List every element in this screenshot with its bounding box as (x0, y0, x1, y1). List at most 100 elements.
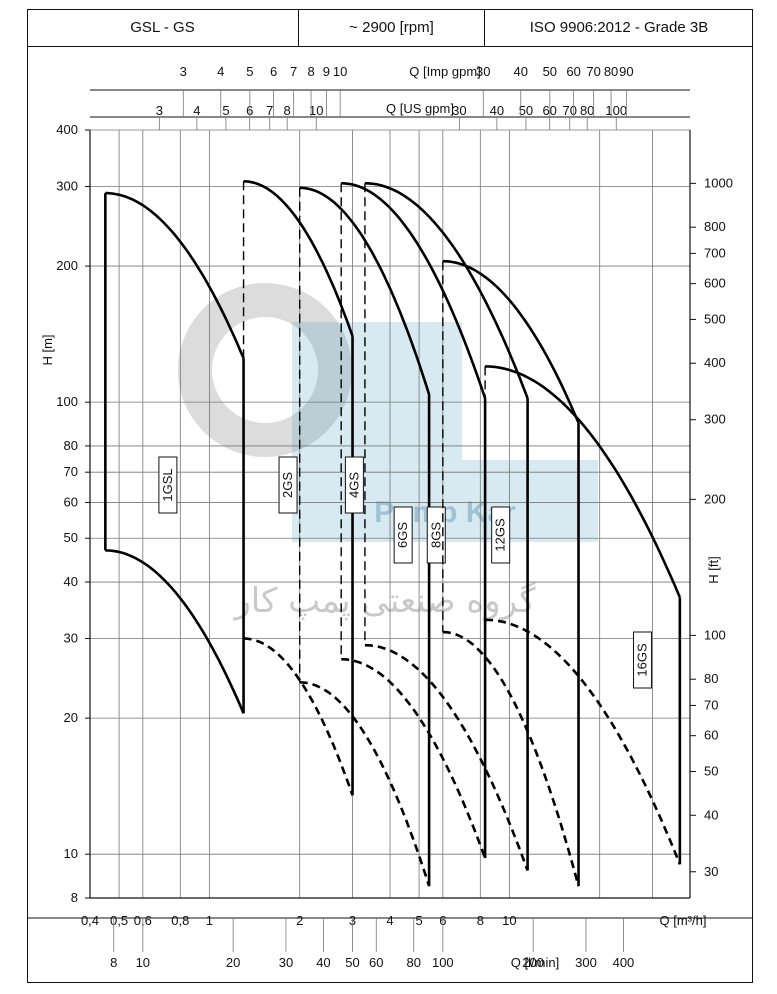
series-label-box (344, 456, 364, 514)
x-tick-label-m3h: 0,8 (171, 913, 189, 928)
x-tick-label-lmin: 60 (369, 955, 383, 970)
x-tick-label-m3h: 2 (296, 913, 303, 928)
x-tick-label-impgpm: 6 (270, 64, 277, 79)
x-tick-label-usgpm: 4 (193, 103, 200, 118)
x-tick-label-usgpm: 30 (452, 103, 466, 118)
y-tick-label-m: 200 (56, 258, 78, 273)
y-tick-label-ft: 200 (704, 491, 726, 506)
series-label: 16GS (635, 643, 650, 677)
series-label-box (158, 456, 178, 514)
x-tick-label-impgpm: 80 (604, 64, 618, 79)
y-tick-label-m: 20 (64, 710, 78, 725)
curve-max-2GS (243, 180, 354, 337)
y-tick-label-ft: 100 (704, 627, 726, 642)
y-tick-label-ft: 300 (704, 412, 726, 427)
header-speed: ~ 2900 [rpm] (299, 9, 485, 47)
curve-min-2GS (243, 637, 354, 796)
x-axis-label-impgpm: Q [Imp gpm] (409, 64, 481, 79)
y-tick-label-ft: 40 (704, 807, 718, 822)
y-tick-label-ft: 500 (704, 311, 726, 326)
x-tick-label-m3h: 5 (415, 913, 422, 928)
y-tick-label-m: 80 (64, 438, 78, 453)
header-model: GSL - GS (27, 9, 299, 47)
y-tick-label-m: 60 (64, 494, 78, 509)
y-tick-label-ft: 80 (704, 671, 718, 686)
x-tick-label-impgpm: 40 (514, 64, 528, 79)
x-tick-label-usgpm: 100 (605, 103, 627, 118)
curve-min-12GS (442, 630, 580, 887)
x-tick-label-impgpm: 70 (586, 64, 600, 79)
curve-min-1GSL (105, 549, 245, 714)
x-tick-label-usgpm: 70 (563, 103, 577, 118)
x-tick-label-m3h: 4 (386, 913, 393, 928)
x-tick-label-impgpm: 60 (566, 64, 580, 79)
x-tick-label-m3h: 0,5 (110, 913, 128, 928)
x-tick-label-impgpm: 5 (246, 64, 253, 79)
x-tick-label-lmin: 400 (613, 955, 635, 970)
x-tick-label-usgpm: 3 (156, 103, 163, 118)
y-tick-label-m: 70 (64, 464, 78, 479)
series-label: 12GS (493, 518, 508, 552)
y-tick-label-ft: 50 (704, 763, 718, 778)
y-tick-label-ft: 800 (704, 219, 726, 234)
x-tick-label-impgpm: 7 (290, 64, 297, 79)
x-tick-label-lmin: 10 (136, 955, 150, 970)
watermark-logo-block (292, 322, 462, 542)
y-tick-label-ft: 70 (704, 697, 718, 712)
chart-frame (27, 9, 753, 983)
x-tick-label-impgpm: 50 (543, 64, 557, 79)
y-tick-label-ft: 1000 (704, 175, 733, 190)
x-tick-label-m3h: 0,4 (81, 913, 99, 928)
x-tick-label-usgpm: 10 (309, 103, 323, 118)
x-tick-label-impgpm: 3 (180, 64, 187, 79)
curve-max-1GSL (105, 191, 245, 359)
x-tick-label-lmin: 8 (110, 955, 117, 970)
y-tick-label-ft: 400 (704, 355, 726, 370)
series-label: 1GSL (160, 468, 175, 501)
y-tick-label-m: 40 (64, 574, 78, 589)
y-axis-label-m: H [m] (40, 334, 55, 365)
curve-min-8GS (364, 643, 529, 872)
x-tick-label-impgpm: 8 (307, 64, 314, 79)
y-tick-label-m: 8 (71, 890, 78, 905)
x-tick-label-lmin: 200 (522, 955, 544, 970)
curve-min-16GS (485, 618, 682, 865)
y-tick-label-m: 30 (64, 631, 78, 646)
watermark-persian: گروه صنعتی پمپ کار (232, 581, 536, 621)
curve-max-12GS (442, 259, 580, 424)
curve-min-6GS (341, 657, 487, 859)
y-tick-label-m: 400 (56, 122, 78, 137)
x-tick-label-usgpm: 50 (519, 103, 533, 118)
series-label-box (633, 631, 653, 689)
x-axis-label-m3h: Q [m³/h] (660, 913, 707, 928)
x-tick-label-usgpm: 7 (266, 103, 273, 118)
x-tick-label-usgpm: 40 (490, 103, 504, 118)
watermark-gear (178, 283, 352, 457)
x-tick-label-impgpm: 30 (476, 64, 490, 79)
x-tick-label-m3h: 1 (206, 913, 213, 928)
y-tick-label-ft: 60 (704, 728, 718, 743)
series-label-box (393, 506, 413, 564)
x-tick-label-usgpm: 8 (284, 103, 291, 118)
y-tick-label-ft: 600 (704, 276, 726, 291)
series-label: 2GS (280, 472, 295, 498)
x-tick-label-usgpm: 5 (222, 103, 229, 118)
x-tick-label-usgpm: 80 (580, 103, 594, 118)
x-tick-label-lmin: 20 (226, 955, 240, 970)
header-standard: ISO 9906:2012 - Grade 3B (485, 9, 753, 47)
series-label: 8GS (428, 522, 443, 548)
series-label-box (278, 456, 298, 514)
curve-min-4GS (299, 681, 431, 887)
x-tick-label-lmin: 100 (432, 955, 454, 970)
series-label-box (426, 506, 446, 564)
y-tick-label-ft: 700 (704, 245, 726, 260)
y-tick-label-m: 10 (64, 846, 78, 861)
series-label: 6GS (395, 522, 410, 548)
series-label: 4GS (346, 472, 361, 498)
x-tick-label-impgpm: 9 (323, 64, 330, 79)
curve-max-16GS (485, 365, 681, 598)
y-axis-label-ft: H [ft] (706, 556, 721, 583)
x-axis-label-usgpm: Q [US gpm] (386, 101, 454, 116)
x-tick-label-lmin: 300 (575, 955, 597, 970)
